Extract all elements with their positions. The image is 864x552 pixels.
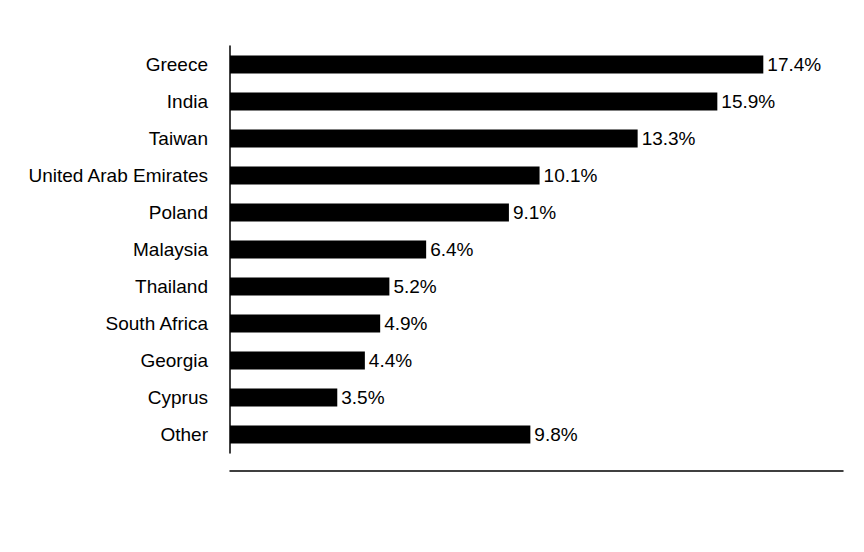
svg-text:10.1%: 10.1% <box>544 165 598 186</box>
svg-text:15.9%: 15.9% <box>721 91 775 112</box>
svg-text:4.9%: 4.9% <box>384 313 427 334</box>
svg-text:5.2%: 5.2% <box>393 276 436 297</box>
svg-text:Taiwan: Taiwan <box>149 128 208 149</box>
svg-text:Thailand: Thailand <box>135 276 208 297</box>
svg-text:Poland: Poland <box>149 202 208 223</box>
svg-text:United Arab Emirates: United Arab Emirates <box>28 165 208 186</box>
svg-text:3.5%: 3.5% <box>341 387 384 408</box>
svg-text:6.4%: 6.4% <box>430 239 473 260</box>
svg-text:Georgia: Georgia <box>140 350 208 371</box>
svg-text:Malaysia: Malaysia <box>133 239 208 260</box>
svg-text:Cyprus: Cyprus <box>148 387 208 408</box>
svg-text:9.1%: 9.1% <box>513 202 556 223</box>
svg-text:13.3%: 13.3% <box>642 128 696 149</box>
svg-text:Greece: Greece <box>146 54 208 75</box>
svg-text:India: India <box>167 91 209 112</box>
svg-text:17.4%: 17.4% <box>767 54 821 75</box>
svg-text:South Africa: South Africa <box>106 313 209 334</box>
svg-text:Other: Other <box>160 424 208 445</box>
svg-text:4.4%: 4.4% <box>369 350 412 371</box>
svg-text:9.8%: 9.8% <box>534 424 577 445</box>
